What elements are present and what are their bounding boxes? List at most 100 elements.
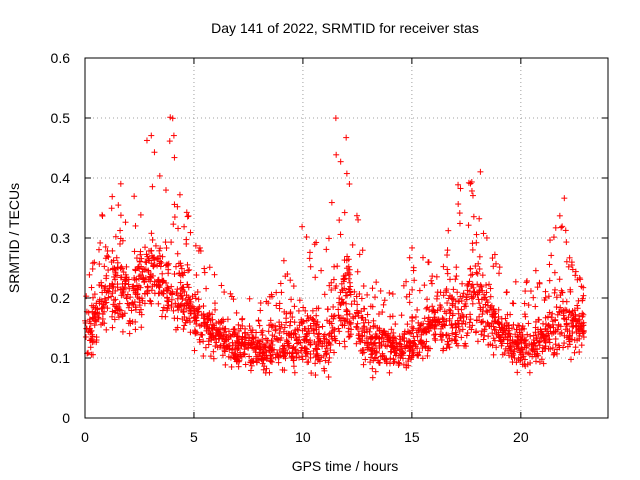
data-point (325, 359, 332, 366)
data-point (122, 280, 129, 287)
data-point (91, 322, 98, 329)
data-point (369, 365, 376, 372)
data-point (577, 323, 584, 330)
data-point (567, 288, 574, 295)
data-point (149, 255, 156, 262)
data-point (415, 327, 422, 334)
data-point (326, 320, 333, 327)
data-point (311, 317, 318, 324)
data-point (263, 340, 270, 347)
data-point (431, 325, 438, 332)
data-point (396, 360, 403, 367)
data-point (213, 320, 220, 327)
data-point (536, 358, 543, 365)
data-point (332, 115, 339, 122)
data-point (507, 311, 514, 318)
data-point (472, 329, 479, 336)
data-point (138, 311, 145, 318)
data-point (509, 300, 516, 307)
data-point (331, 263, 338, 270)
data-point (149, 283, 156, 290)
y-tick-label: 0.1 (51, 350, 71, 366)
data-point (464, 287, 471, 294)
data-point (87, 328, 94, 335)
data-point (303, 234, 310, 241)
data-point (511, 346, 518, 353)
data-point (505, 322, 512, 329)
data-point (156, 172, 163, 179)
data-point (335, 312, 342, 319)
data-point (563, 258, 570, 265)
data-point (291, 303, 298, 310)
data-point (111, 316, 118, 323)
data-point (459, 280, 466, 287)
data-point (166, 138, 173, 145)
data-point (82, 320, 89, 327)
data-point (557, 304, 564, 311)
data-point (432, 309, 439, 316)
data-point (560, 310, 567, 317)
data-point (437, 306, 444, 313)
data-point (478, 331, 485, 338)
data-point (432, 331, 439, 338)
data-point (284, 340, 291, 347)
data-point (566, 338, 573, 345)
data-point (222, 361, 229, 368)
data-point (455, 342, 462, 349)
data-point (148, 132, 155, 139)
data-point (336, 217, 343, 224)
data-point (496, 270, 503, 277)
data-point (492, 310, 499, 317)
data-point (532, 267, 539, 274)
data-point (275, 354, 282, 361)
data-point (453, 273, 460, 280)
data-point (109, 308, 116, 315)
data-point (535, 316, 542, 323)
data-point (293, 337, 300, 344)
data-point (499, 327, 506, 334)
data-point (267, 358, 274, 365)
data-point (109, 324, 116, 331)
data-point (493, 344, 500, 351)
data-point (328, 286, 335, 293)
data-point (561, 340, 568, 347)
data-point (193, 321, 200, 328)
data-point (328, 199, 335, 206)
data-point (152, 242, 159, 249)
data-point (93, 334, 100, 341)
data-point (536, 338, 543, 345)
data-point (459, 320, 466, 327)
data-point (496, 334, 503, 341)
data-point (95, 314, 102, 321)
data-point (456, 327, 463, 334)
data-point (224, 316, 231, 323)
data-point (98, 279, 105, 286)
data-point (406, 299, 413, 306)
data-point (313, 345, 320, 352)
data-point (476, 300, 483, 307)
data-point (498, 315, 505, 322)
data-point (204, 316, 211, 323)
data-point (541, 297, 548, 304)
data-point (196, 339, 203, 346)
data-point (102, 243, 109, 250)
data-point (157, 245, 164, 252)
data-point (455, 201, 462, 208)
data-point (329, 335, 336, 342)
data-point (280, 257, 287, 264)
data-point (192, 328, 199, 335)
data-point (259, 350, 266, 357)
data-point (376, 335, 383, 342)
data-point (185, 302, 192, 309)
data-point (268, 355, 275, 362)
data-point (563, 239, 570, 246)
data-point (510, 321, 517, 328)
data-point (117, 274, 124, 281)
data-point (205, 327, 212, 334)
data-point (89, 260, 96, 267)
x-tick-label: 15 (404, 429, 420, 445)
data-point (380, 301, 387, 308)
data-point (457, 185, 464, 192)
data-point (369, 345, 376, 352)
data-point (551, 350, 558, 357)
